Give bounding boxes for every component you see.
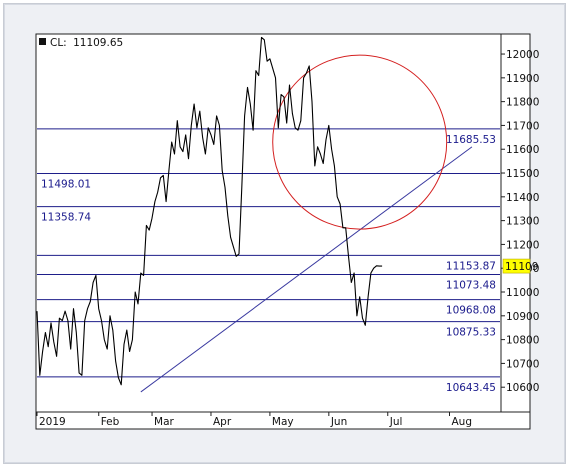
price-axis-area xyxy=(500,33,531,413)
trendline-group xyxy=(140,146,473,393)
price-tag-box xyxy=(502,258,531,274)
y-tick-label: 10900 xyxy=(506,311,539,323)
x-tick-label: May xyxy=(272,416,294,428)
price-axis-ticks: 1060010700108001090011000111001120011300… xyxy=(501,49,539,394)
y-tick-label: 11800 xyxy=(506,97,539,109)
svg-text:CL: 11109.65: CL: 11109.65 xyxy=(50,37,123,49)
x-tick-label: Jul xyxy=(389,416,403,428)
x-tick-label: Feb xyxy=(101,416,120,428)
current-price-tag: 11109 xyxy=(502,258,538,274)
level-label: 11498.01 xyxy=(41,178,91,190)
y-tick-label: 11700 xyxy=(506,120,539,132)
y-tick-label: 11300 xyxy=(506,216,539,228)
circle-annotation xyxy=(272,54,448,230)
price-series-group xyxy=(36,36,383,386)
level-label: 11358.74 xyxy=(41,212,91,224)
y-tick-label: 10600 xyxy=(506,382,539,394)
y-tick-label: 11200 xyxy=(506,239,539,251)
circle-annotation-group xyxy=(272,54,448,230)
level-label: 11153.87 xyxy=(446,260,496,272)
price-series-line xyxy=(36,36,383,386)
x-tick-label: 2019 xyxy=(39,416,66,428)
y-tick-label: 12000 xyxy=(506,49,539,61)
x-tick-label: Jun xyxy=(330,416,347,428)
readout-marker xyxy=(39,38,46,45)
x-tick-label: Apr xyxy=(213,416,232,428)
y-tick-label: 10800 xyxy=(506,335,539,347)
level-label: 11685.53 xyxy=(446,134,496,146)
time-axis-ticks: 2019 Feb Mar Apr May Jun Jul Aug xyxy=(36,412,472,428)
readout-value: 11109.65 xyxy=(73,37,123,49)
trendline xyxy=(140,146,473,393)
level-label: 11073.48 xyxy=(446,280,496,292)
price-tag-label: 11109 xyxy=(505,261,538,273)
y-tick-label: 11500 xyxy=(506,168,539,180)
x-tick-label: Mar xyxy=(154,416,174,428)
y-tick-label: 11000 xyxy=(506,287,539,299)
time-axis-area xyxy=(35,411,531,430)
plot-area xyxy=(35,33,502,413)
horizontal-levels: 11685.53 11498.01 11358.74 11153.87 11073.48… xyxy=(37,128,500,394)
level-label: 10968.08 xyxy=(446,305,496,317)
level-label: 10875.33 xyxy=(446,327,496,339)
y-tick-label: 11600 xyxy=(506,144,539,156)
level-label: 10643.45 xyxy=(446,382,496,394)
readout-prefix: CL: xyxy=(50,37,67,49)
y-tick-label: 11900 xyxy=(506,73,539,85)
y-tick-label: 10700 xyxy=(506,358,539,370)
x-tick-label: Aug xyxy=(451,416,472,428)
y-tick-label: 11400 xyxy=(506,192,539,204)
last-price-readout: CL: 11109.65 xyxy=(39,37,123,49)
